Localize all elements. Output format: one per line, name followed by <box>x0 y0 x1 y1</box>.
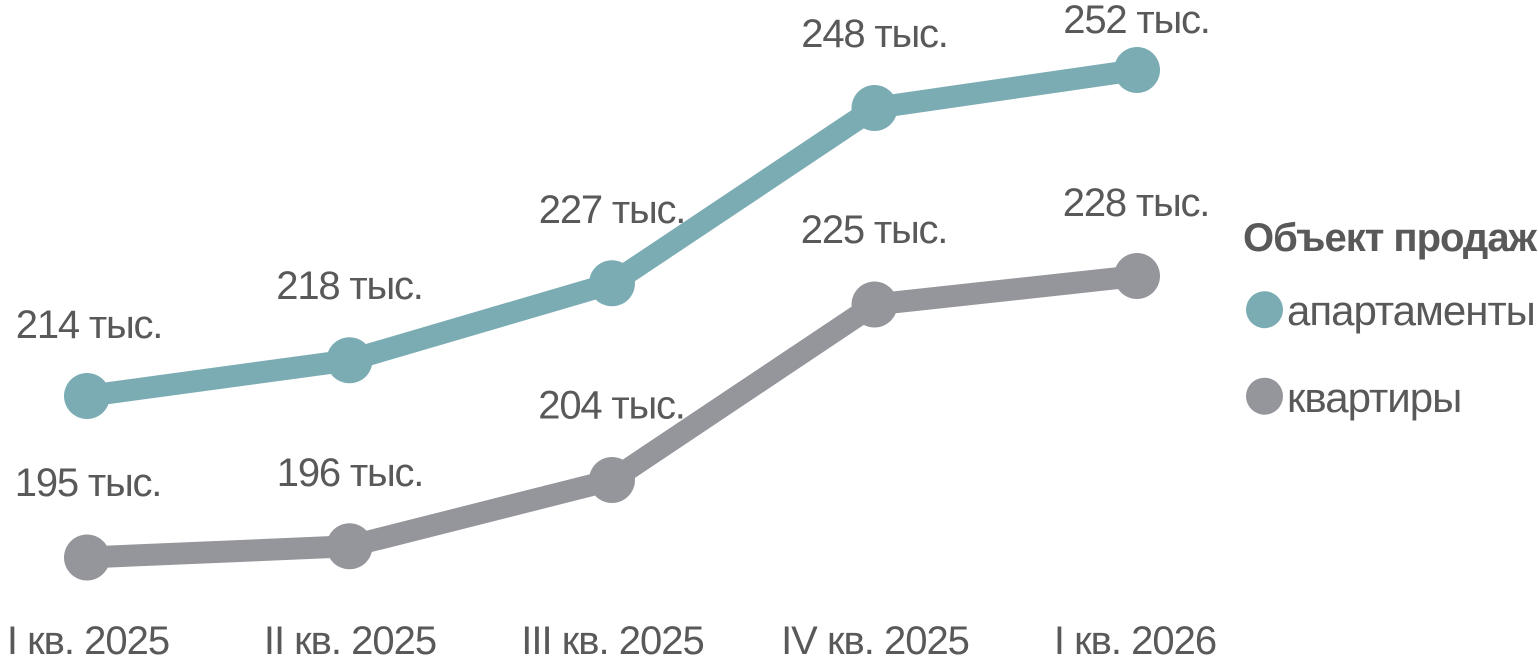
svg-text:196 тыс.: 196 тыс. <box>277 451 423 495</box>
svg-text:III кв. 2025: III кв. 2025 <box>521 619 703 662</box>
svg-text:апартаменты: апартаменты <box>1287 287 1535 334</box>
svg-text:218 тыс.: 218 тыс. <box>276 264 422 308</box>
svg-text:IV кв. 2025: IV кв. 2025 <box>781 619 969 662</box>
svg-text:214 тыс.: 214 тыс. <box>16 303 162 347</box>
svg-text:I кв. 2026: I кв. 2026 <box>1054 619 1216 662</box>
svg-text:225 тыс.: 225 тыс. <box>801 208 947 252</box>
svg-text:I кв. 2025: I кв. 2025 <box>7 619 169 662</box>
svg-text:204 тыс.: 204 тыс. <box>538 384 684 428</box>
svg-text:248 тыс.: 248 тыс. <box>801 12 947 56</box>
svg-text:228 тыс.: 228 тыс. <box>1063 181 1209 225</box>
svg-text:квартиры: квартиры <box>1287 374 1461 421</box>
svg-text:Объект продаж: Объект продаж <box>1243 216 1538 260</box>
svg-text:195 тыс.: 195 тыс. <box>15 461 161 505</box>
svg-text:227 тыс.: 227 тыс. <box>539 188 685 232</box>
svg-text:II кв. 2025: II кв. 2025 <box>264 619 436 662</box>
svg-text:252 тыс.: 252 тыс. <box>1063 0 1209 42</box>
